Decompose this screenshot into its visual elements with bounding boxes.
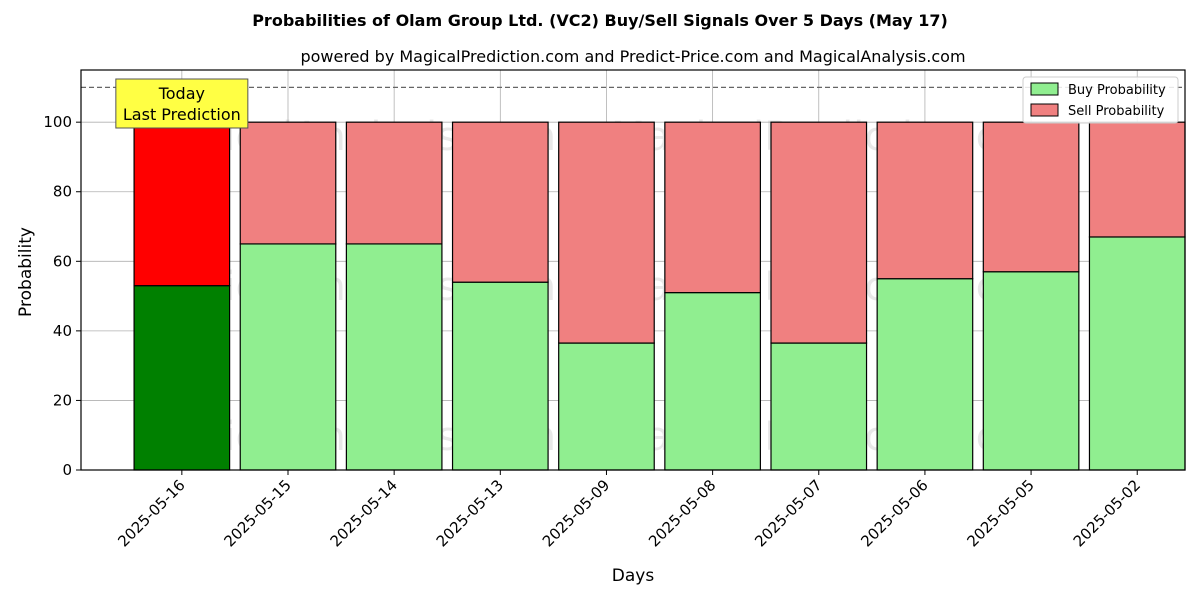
- buy-bar: [664, 292, 761, 471]
- buy-bar: [1088, 236, 1186, 471]
- chart-title: Probabilities of Olam Group Ltd. (VC2) B…: [252, 11, 948, 30]
- chart-subtitle: powered by MagicalPrediction.com and Pre…: [300, 47, 965, 66]
- sell-bar: [451, 121, 549, 283]
- legend-label-buy: Buy Probability: [1068, 83, 1166, 98]
- buy-bar: [133, 285, 231, 471]
- x-tick-label: 2025-05-16: [114, 476, 188, 550]
- sell-bar: [239, 121, 337, 245]
- sell-bar: [770, 121, 868, 344]
- buy-bar: [345, 243, 443, 471]
- sell-bar: [664, 121, 761, 294]
- y-tick-label: 60: [53, 252, 72, 270]
- x-ticks: 2025-05-16 2025-05-15 2025-05-14 2025-05-13…: [114, 470, 1144, 550]
- x-tick-label: 2025-05-07: [751, 476, 825, 550]
- x-tick-label: 2025-05-05: [964, 476, 1038, 550]
- buy-bar: [982, 271, 1080, 471]
- sell-bar: [876, 121, 974, 280]
- x-tick-label: 2025-05-13: [433, 476, 507, 550]
- y-axis-label: Probability: [16, 227, 36, 317]
- buy-bar: [239, 243, 337, 471]
- buy-bar: [558, 342, 655, 471]
- x-tick-label: 2025-05-09: [539, 476, 613, 550]
- legend: Buy Probability Sell Probability: [1022, 76, 1179, 124]
- x-tick-label: 2025-05-06: [857, 476, 931, 550]
- buy-bar: [451, 281, 549, 471]
- x-tick-label: 2025-05-02: [1070, 476, 1144, 550]
- annotation-box: [115, 78, 249, 129]
- x-tick-label: 2025-05-15: [220, 476, 294, 550]
- y-tick-label: 40: [53, 322, 72, 340]
- sell-bar: [982, 121, 1080, 273]
- axes: [80, 69, 1186, 471]
- y-tick-label: 20: [53, 391, 72, 409]
- y-tick-label: 100: [43, 113, 72, 131]
- legend-swatch-buy: [1030, 82, 1059, 96]
- y-tick-label: 80: [53, 183, 72, 201]
- annotation: Today Last Prediction: [115, 78, 249, 129]
- legend-label-sell: Sell Probability: [1068, 104, 1165, 119]
- buy-bar: [770, 342, 868, 471]
- sell-bar: [133, 121, 231, 287]
- sell-bar: [1088, 121, 1186, 238]
- sell-bar: [558, 121, 655, 344]
- y-ticks: 0 20 40 60 80 100: [43, 113, 81, 479]
- legend-box: [1022, 76, 1179, 124]
- annotation-line: Today: [158, 84, 205, 103]
- sell-bar: [345, 121, 443, 245]
- plot-frame: [80, 69, 1186, 471]
- y-tick-label: 0: [62, 461, 72, 479]
- legend-swatch-sell: [1030, 103, 1059, 117]
- bars: [133, 121, 1186, 471]
- x-tick-label: 2025-05-08: [645, 476, 719, 550]
- x-tick-label: 2025-05-14: [327, 476, 401, 550]
- x-axis-label: Days: [612, 566, 655, 586]
- annotation-line: Last Prediction: [123, 105, 241, 124]
- buy-bar: [876, 278, 974, 471]
